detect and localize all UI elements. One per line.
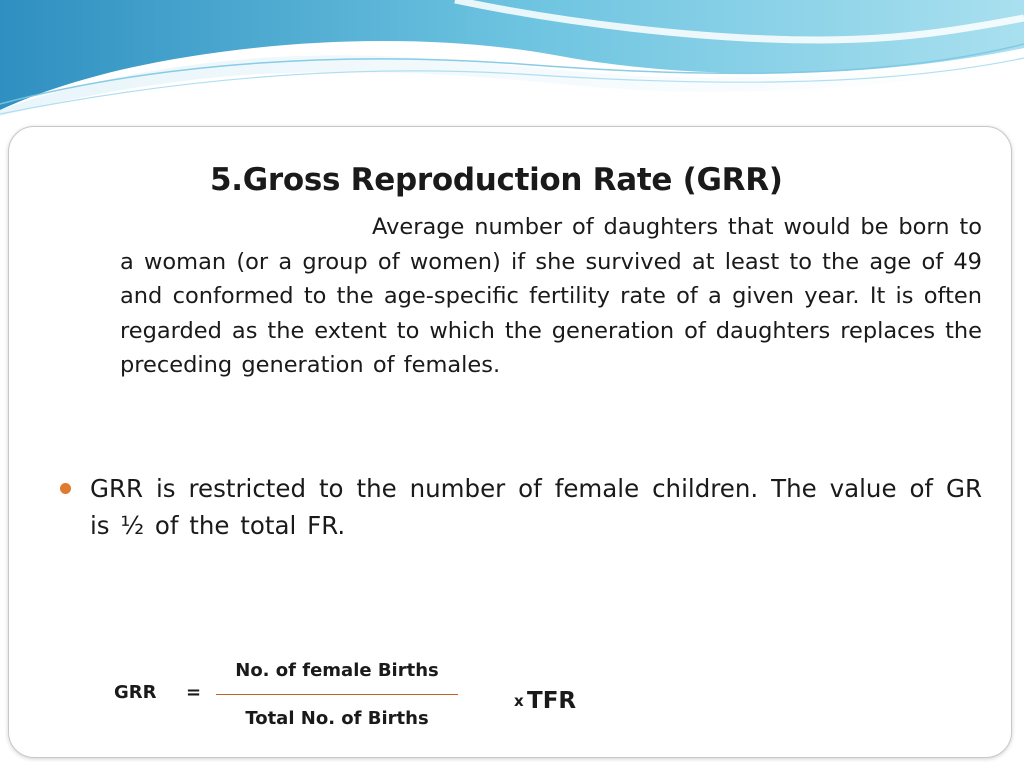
content-panel — [8, 126, 1012, 758]
fraction-bar — [216, 694, 458, 695]
bullet-dot-icon — [60, 483, 71, 494]
formula-lhs: GRR — [114, 682, 157, 703]
formula-denominator: Total No. of Births — [245, 708, 429, 729]
formula-factor: TFR — [527, 688, 577, 714]
bullet-item: GRR is restricted to the number of femal… — [60, 470, 982, 544]
formula-numerator: No. of female Births — [235, 660, 439, 681]
definition-paragraph: Average number of daughters that would b… — [120, 214, 982, 378]
formula-multiply-sign: x — [514, 692, 524, 710]
bullet-text: GRR is restricted to the number of femal… — [90, 474, 982, 540]
formula-equals-sign: = — [186, 682, 202, 703]
slide-title: 5.Gross Reproduction Rate (GRR) — [210, 162, 783, 198]
grr-formula: GRR = No. of female Births Total No. of … — [0, 650, 1024, 750]
header-wave-decoration — [0, 0, 1024, 116]
